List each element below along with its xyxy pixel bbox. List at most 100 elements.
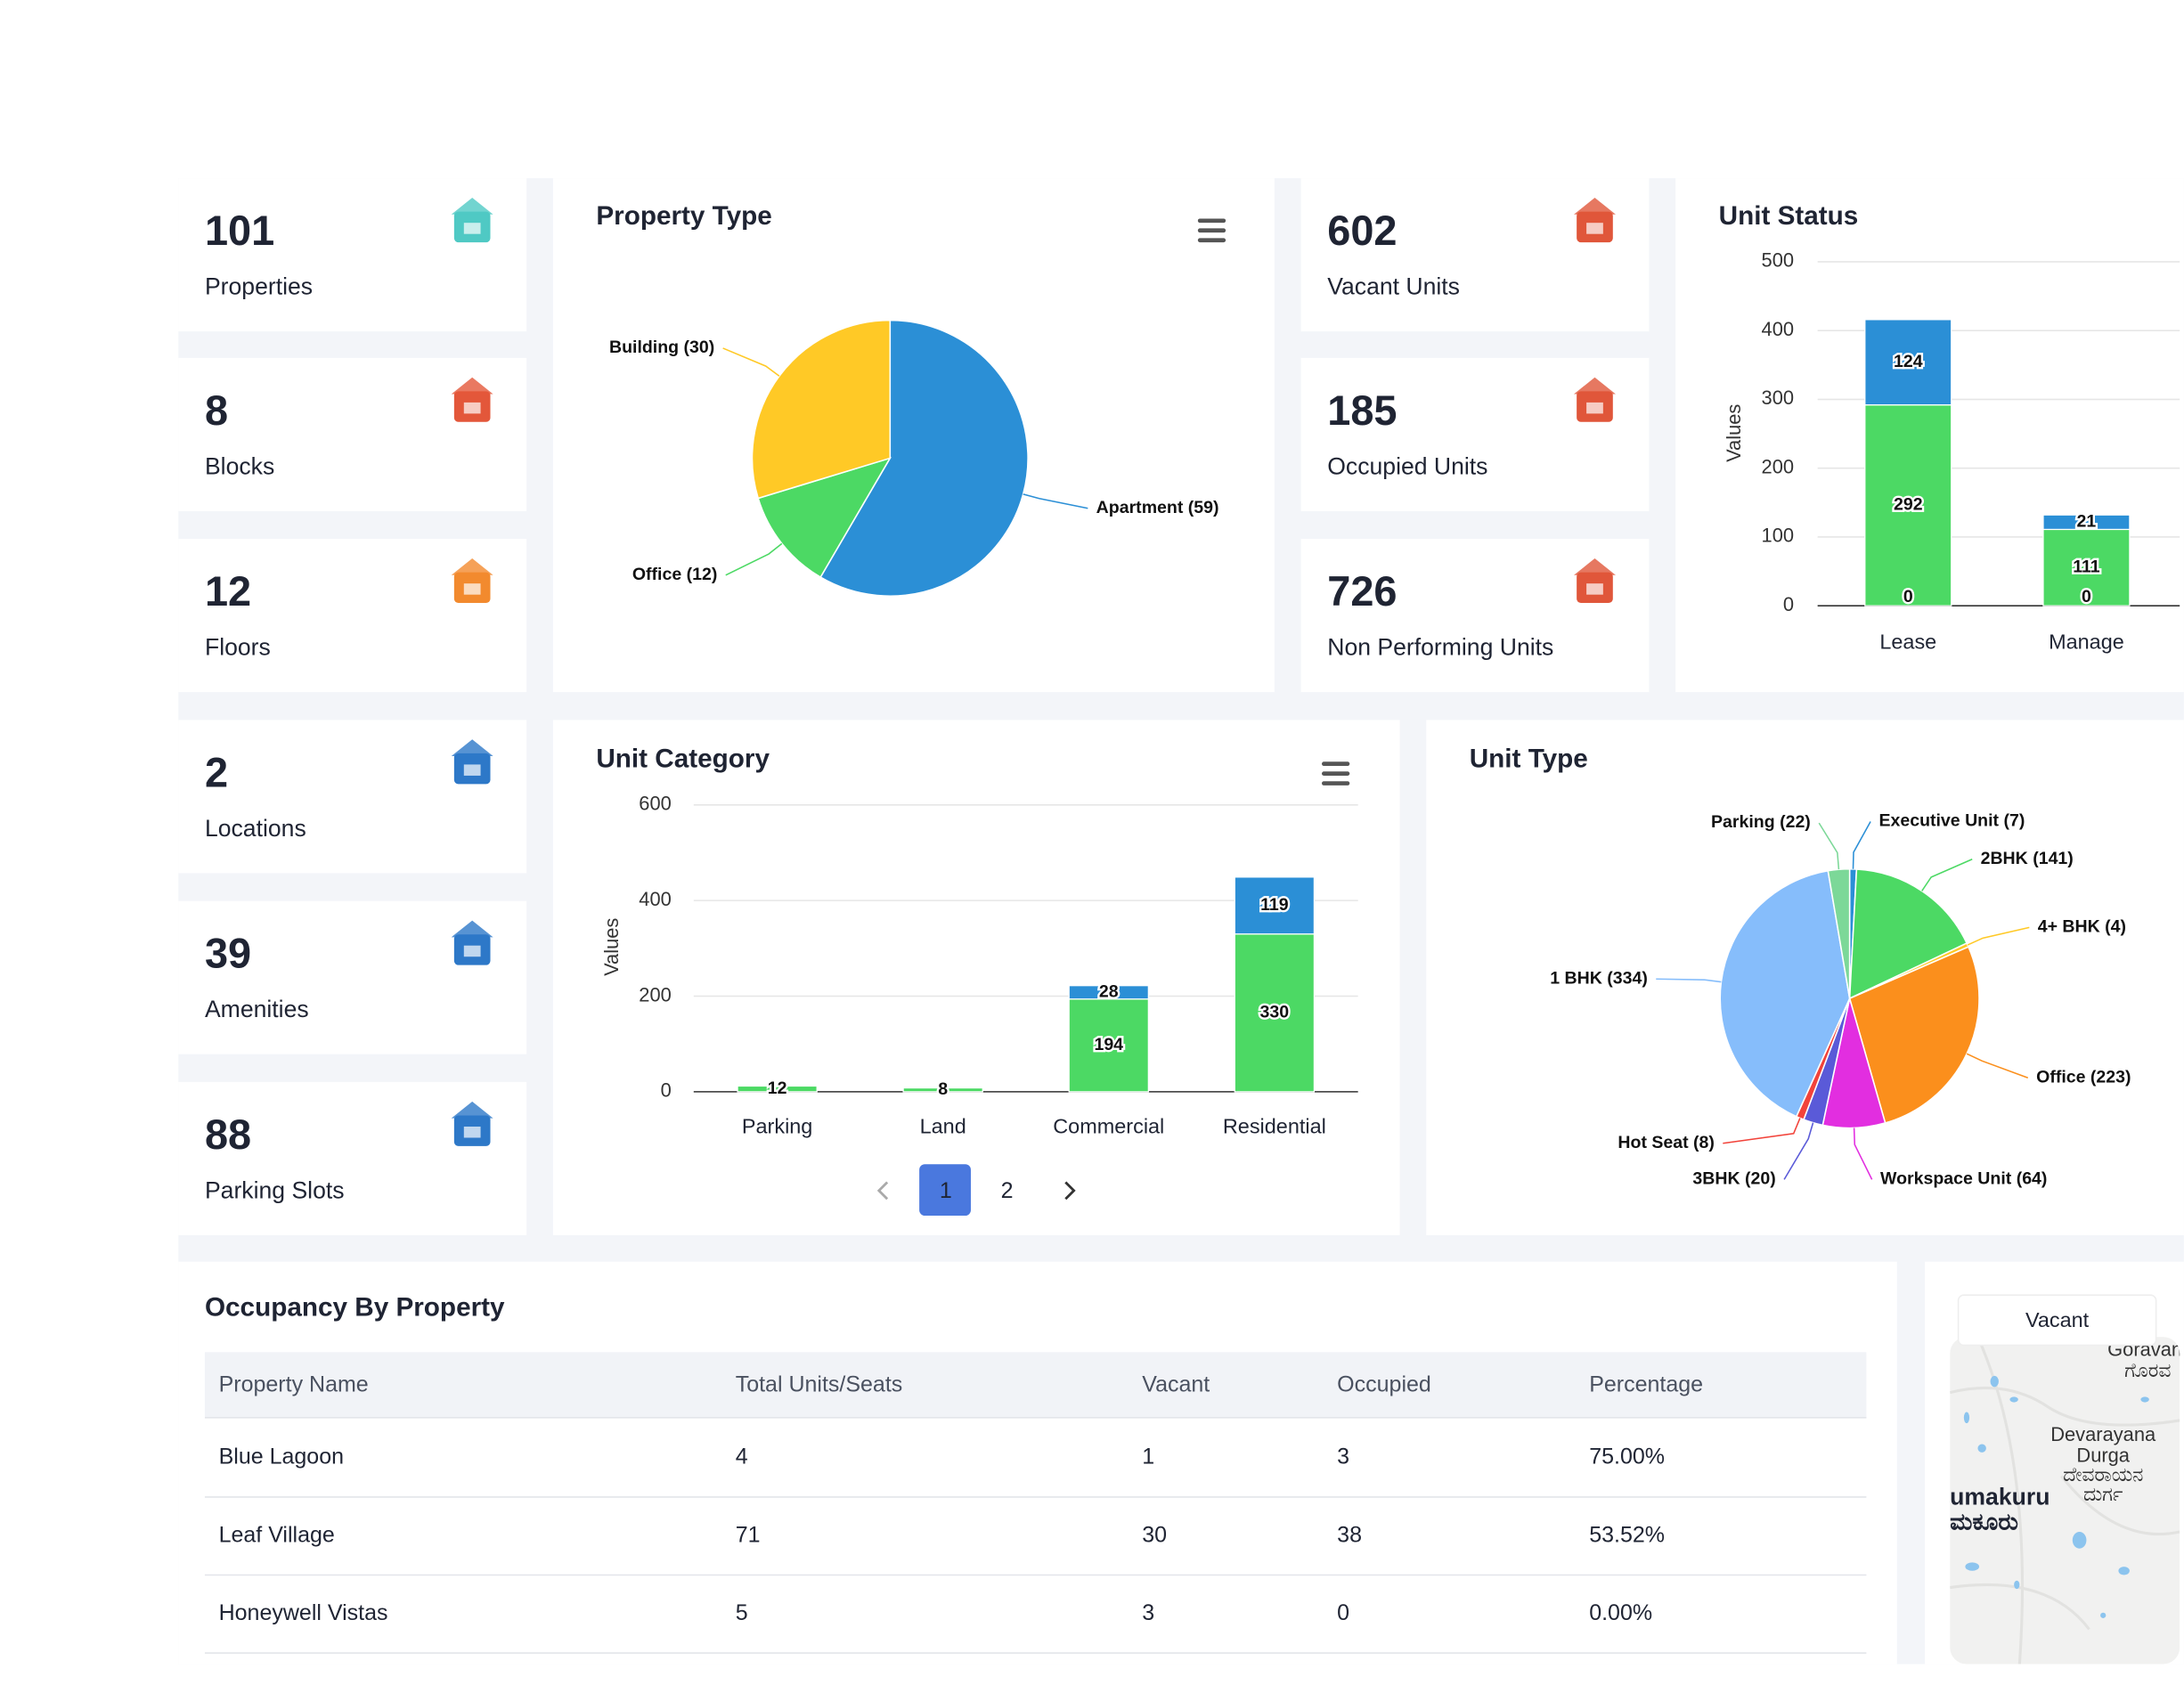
table-header-bg [204,1352,1867,1418]
data-label: 111 [2073,557,2100,576]
leader-line [725,542,783,576]
map-label: ದುರ್ಗ [2083,1483,2123,1505]
content: 101Properties8Blocks12Floors2Locations39… [178,178,2180,1654]
pagination [876,1164,1076,1217]
stat-icon [1574,198,1616,243]
pie-slice [819,319,1029,598]
stat-label: Floors [205,634,271,661]
bar-segment [2042,528,2131,606]
data-label: 194 [1094,1035,1123,1054]
stat-icon [451,198,493,243]
map-label: ಗೊರವ [2124,1359,2171,1381]
icon-detail [463,583,481,595]
stat-label: Properties [205,273,313,300]
icon-roof [1574,198,1616,215]
stat-icon [451,920,493,965]
menu-icon[interactable] [1322,761,1350,786]
column-header: Percentage [1589,1372,1703,1396]
leader-line [1853,1127,1873,1180]
stat-value: 88 [205,1111,251,1158]
leader-line [1656,978,1722,983]
data-label: 119 [1260,895,1289,915]
menu-icon[interactable] [1197,218,1226,243]
leader-line [1852,821,1871,869]
x-tick-label: Manage [2049,631,2124,654]
table-cell: Blue Lagoon [219,1445,344,1469]
table-cell: 30 [1142,1522,1167,1547]
stat-value: 602 [1327,208,1397,254]
column-header: Property Name [219,1372,369,1396]
column-header: Occupied [1337,1372,1431,1396]
bar-segment [1068,985,1149,1000]
y-tick-label: 600 [639,793,672,815]
table-cell: 38 [1337,1522,1362,1547]
next-page[interactable] [1064,1181,1076,1201]
icon-detail [463,945,481,957]
data-label: 0 [2082,587,2091,606]
stat-label: Parking Slots [205,1176,345,1203]
x-tick-label: Lease [1879,631,1936,654]
table-card [178,1261,1897,1665]
bar-segment [1864,404,1952,606]
icon-detail [1586,223,1603,234]
leader-line [1818,822,1840,870]
icon-roof [1574,558,1616,575]
stat-icon [451,377,493,422]
pie-slice [1848,946,1980,1124]
bar-segment [2042,514,2131,531]
map[interactable]: Goravan ಗೊರವ Devarayana Durga ದೇವರಾಯನ ದು… [1950,1337,2182,1665]
map-label: ಮಕೂರು [1950,1509,2018,1535]
icon-roof [451,558,493,575]
stat-label: Amenities [205,996,309,1022]
icon-detail [463,223,481,234]
page-number[interactable]: 2 [1001,1178,1014,1203]
stat-label: Occupied Units [1327,452,1487,479]
y-tick-label: 200 [639,983,672,1005]
map-legend-box [1957,1294,2157,1347]
stat-label: Locations [205,815,306,842]
bar-segment [1234,933,1316,1093]
map-label: umakuru [1950,1483,2050,1510]
stat-icon [451,1101,493,1146]
stat-value: 2 [205,749,228,795]
page-button-active[interactable] [919,1164,971,1217]
leader-line [722,347,780,377]
icon-roof [451,377,493,395]
pie-label: Parking (22) [1711,812,1811,832]
table-title: Occupancy By Property [205,1293,505,1323]
column-header: Total Units/Seats [736,1372,903,1396]
pie-label: 3BHK (20) [1692,1169,1775,1189]
stat-icon [1574,558,1616,604]
data-label: 330 [1260,1002,1290,1022]
icon-roof [1574,377,1616,395]
y-tick-label: 400 [1762,318,1795,340]
pie-label: 2BHK (141) [1981,849,2074,868]
stat-label: Vacant Units [1327,273,1460,300]
stat-value: 39 [205,931,251,977]
leader-line [1921,859,1973,891]
y-tick-label: 0 [1783,593,1794,615]
y-tick-label: 400 [639,888,672,910]
prev-page[interactable] [876,1181,889,1201]
stat-value: 101 [205,208,274,254]
data-label: 8 [938,1079,948,1099]
page-number[interactable]: 1 [940,1178,952,1203]
leader-line [1966,1053,2029,1079]
stat-value: 12 [205,568,251,615]
y-axis-title: Values [600,918,623,976]
bar-segment [1234,876,1316,935]
y-tick-label: 200 [1762,455,1795,477]
table-cell: Leaf Village [219,1522,335,1547]
data-label: 21 [2077,511,2097,531]
table-cell: 53.52% [1589,1522,1665,1547]
icon-detail [463,1126,481,1138]
leader-line [1023,493,1088,509]
icon-detail [1586,402,1603,414]
x-tick-label: Commercial [1053,1115,1164,1138]
pie-label: 1 BHK (334) [1550,968,1648,988]
pie-label: Office (223) [2036,1067,2131,1087]
data-label: 292 [1894,495,1923,515]
pie-label: Executive Unit (7) [1878,811,2025,831]
data-label: 28 [1099,981,1119,1001]
stat-value: 185 [1327,387,1397,434]
